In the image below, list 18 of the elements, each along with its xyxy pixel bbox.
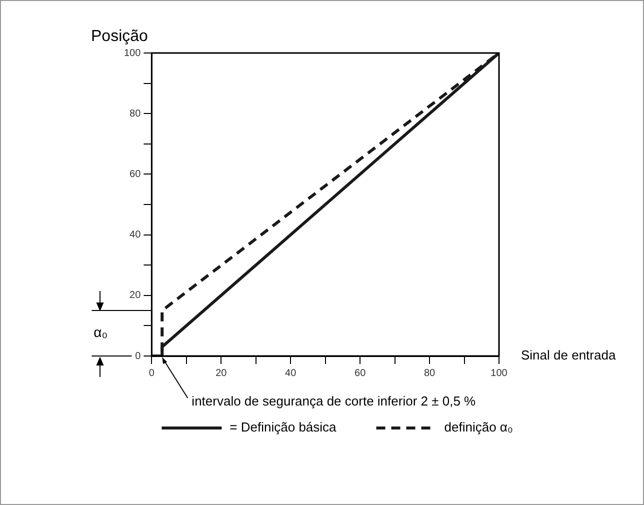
y-tick-label: 100: [124, 48, 142, 59]
y-tick-label: 0: [135, 350, 142, 362]
ref-line-label: α₀: [94, 324, 108, 340]
x-tick-label: 40: [285, 368, 297, 379]
y-axis-title: Posição: [91, 28, 148, 45]
y-tick-label: 60: [130, 168, 142, 180]
x-tick-label: 0: [148, 368, 155, 379]
legend-label: = Definição básica: [230, 420, 338, 435]
y-tick-label: 40: [130, 230, 142, 241]
x-axis-title: Sinal de entrada: [521, 348, 616, 363]
x-tick-label: 100: [490, 368, 508, 379]
x-tick-label: 20: [216, 368, 228, 379]
legend-label: definição α₀: [444, 420, 513, 435]
y-tick-label: 80: [130, 108, 142, 120]
x-tick-label: 80: [424, 368, 436, 379]
x-tick-label: 60: [354, 368, 366, 379]
y-tick-label: 20: [130, 290, 142, 302]
annotation: intervalo de segurança de corte inferior 2 ± 0,5 %: [192, 394, 476, 409]
